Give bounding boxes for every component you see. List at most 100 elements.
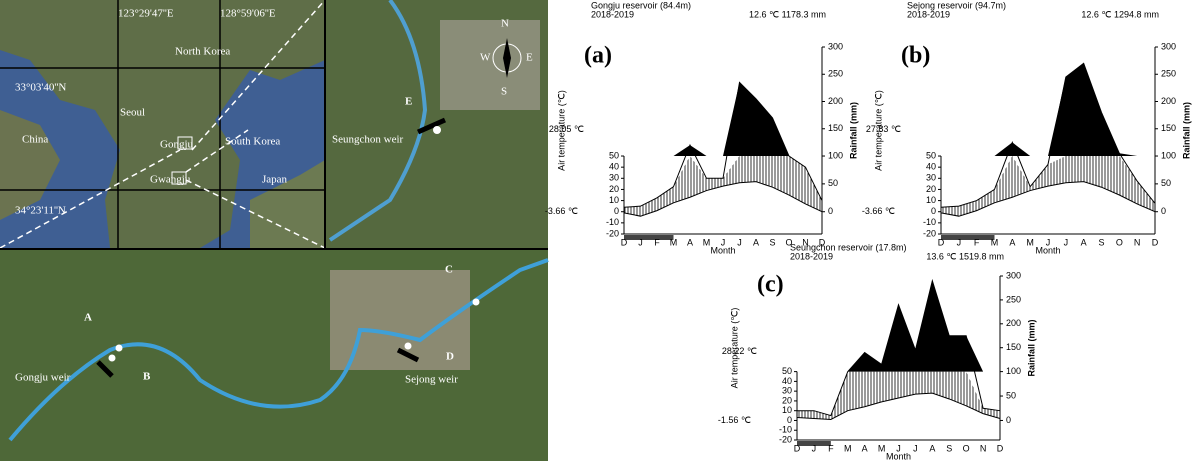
x-axis-label: Month bbox=[1035, 245, 1060, 255]
y-tick-label: -20 bbox=[779, 434, 792, 444]
min-temp-label: -3.66 ℃ bbox=[545, 206, 578, 216]
x-tick-label: M bbox=[991, 237, 999, 247]
map-label: South Korea bbox=[225, 136, 280, 148]
x-tick-label: F bbox=[974, 237, 980, 247]
x-tick-label: O bbox=[1116, 237, 1123, 247]
y2-tick-label: 200 bbox=[1006, 318, 1021, 328]
y-tick-label: 40 bbox=[609, 162, 619, 172]
chart-subtitle: 2018-2019 bbox=[907, 9, 950, 19]
y-tick-label: 50 bbox=[926, 150, 936, 160]
x-tick-label: D bbox=[794, 443, 801, 453]
x-tick-label: A bbox=[1009, 237, 1015, 247]
y2-tick-label: 0 bbox=[1161, 206, 1166, 216]
y-tick-label: 0 bbox=[931, 206, 936, 216]
site bbox=[108, 354, 116, 362]
map-label: N bbox=[501, 18, 509, 30]
map-label: E bbox=[526, 52, 533, 64]
map-label: Seungchon weir bbox=[332, 134, 404, 146]
box bbox=[171, 171, 187, 185]
map-label: Gongju weir bbox=[15, 372, 71, 384]
chart-summary: 13.6 ℃ 1519.8 mm bbox=[926, 251, 1004, 261]
y2-tick-label: 300 bbox=[1006, 270, 1021, 280]
x-tick-label: M bbox=[1026, 237, 1034, 247]
panel-label: (c) bbox=[757, 272, 784, 298]
site bbox=[404, 342, 412, 350]
frost-bar bbox=[624, 235, 674, 240]
max-temp-label: 27.83 ℃ bbox=[866, 124, 901, 134]
rainfall-line bbox=[940, 62, 1156, 208]
y-tick-label: 50 bbox=[609, 150, 619, 160]
y-tick-label: -20 bbox=[606, 228, 619, 238]
map-label: S bbox=[501, 86, 507, 98]
chart-summary: 12.6 ℃ 1178.3 mm bbox=[749, 9, 826, 19]
chart-subtitle: 2018-2019 bbox=[591, 9, 634, 19]
x-tick-label: A bbox=[753, 237, 759, 247]
x-tick-label: N bbox=[980, 443, 987, 453]
x-tick-label: M bbox=[844, 443, 852, 453]
y-tick-label: 30 bbox=[609, 173, 619, 183]
map-label: Sejong weir bbox=[405, 374, 458, 386]
y-tick-label: 0 bbox=[787, 415, 792, 425]
x-axis-label: Month bbox=[886, 451, 911, 461]
y-tick-label: 10 bbox=[926, 195, 936, 205]
chart-subtitle: 2018-2019 bbox=[790, 251, 833, 261]
x-tick-label: D bbox=[1152, 237, 1159, 247]
frost-bar bbox=[797, 441, 831, 446]
x-tick-label: M bbox=[703, 237, 711, 247]
y2-tick-label: 250 bbox=[828, 69, 843, 79]
x-tick-label: F bbox=[654, 237, 660, 247]
land bbox=[250, 160, 325, 248]
dash bbox=[0, 0, 326, 249]
y2-axis-label: Rainfall (mm) bbox=[1181, 102, 1191, 159]
y-tick-label: 30 bbox=[926, 173, 936, 183]
x-tick-label: A bbox=[687, 237, 693, 247]
y2-tick-label: 250 bbox=[1161, 69, 1176, 79]
map-label: China bbox=[22, 134, 48, 146]
x-tick-label: D bbox=[621, 237, 628, 247]
weir bbox=[396, 347, 420, 363]
frost-bar bbox=[941, 235, 995, 240]
y-axis-label: Air temperature (℃) bbox=[729, 308, 739, 389]
map-label: 128°59'06''E bbox=[220, 8, 276, 20]
compass bbox=[503, 38, 511, 78]
chart-summary: 12.6 ℃ 1294.8 mm bbox=[1081, 9, 1159, 19]
river bbox=[328, 0, 428, 242]
y-tick-label: -20 bbox=[923, 228, 936, 238]
y2-axis-label: Rainfall (mm) bbox=[848, 102, 858, 159]
map-label: North Korea bbox=[175, 46, 230, 58]
river bbox=[8, 258, 549, 442]
map-label: 33°03'40''N bbox=[15, 82, 66, 94]
x-tick-label: J bbox=[896, 443, 901, 453]
y2-axis-label: Rainfall (mm) bbox=[1026, 319, 1036, 376]
max-temp-label: 28.05 ℃ bbox=[549, 124, 584, 134]
temperature-line bbox=[623, 181, 823, 217]
x-tick-label: A bbox=[1081, 237, 1087, 247]
x-tick-label: D bbox=[997, 443, 1004, 453]
rainfall-line bbox=[797, 278, 1001, 417]
y-tick-label: 30 bbox=[782, 386, 792, 396]
weir bbox=[96, 360, 114, 378]
y2-tick-label: 200 bbox=[1161, 96, 1176, 106]
y-tick-label: -10 bbox=[606, 217, 619, 227]
x-tick-label: A bbox=[929, 443, 935, 453]
land bbox=[0, 0, 325, 248]
y-tick-label: -10 bbox=[779, 425, 792, 435]
chart-title: Sejong reservoir (94.7m) bbox=[907, 0, 1006, 10]
x-tick-label: S bbox=[1098, 237, 1104, 247]
rain-excess-area bbox=[797, 280, 1000, 372]
x-tick-label: J bbox=[721, 237, 726, 247]
y-tick-label: 40 bbox=[782, 376, 792, 386]
y2-tick-label: 150 bbox=[1006, 342, 1021, 352]
y2-tick-label: 0 bbox=[828, 206, 833, 216]
x-tick-label: F bbox=[828, 443, 834, 453]
x-tick-label: A bbox=[862, 443, 868, 453]
max-temp-label: 28.22 ℃ bbox=[722, 346, 757, 356]
weir bbox=[416, 117, 447, 135]
panel-label: (b) bbox=[901, 43, 930, 69]
x-tick-label: S bbox=[769, 237, 775, 247]
box bbox=[177, 136, 193, 150]
x-tick-label: O bbox=[785, 237, 792, 247]
y2-tick-label: 200 bbox=[828, 96, 843, 106]
y-tick-label: 10 bbox=[782, 405, 792, 415]
